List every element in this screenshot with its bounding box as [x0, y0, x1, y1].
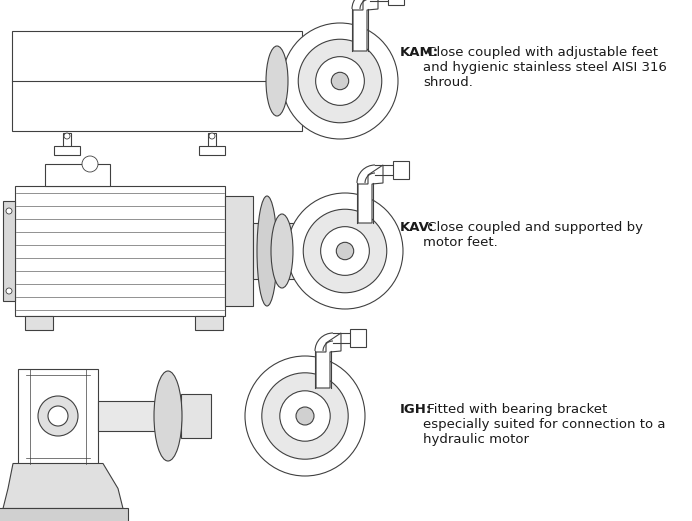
Bar — [199, 146, 225, 155]
Ellipse shape — [266, 46, 288, 116]
Bar — [393, 161, 409, 179]
Polygon shape — [316, 333, 341, 388]
Ellipse shape — [257, 196, 277, 306]
Circle shape — [48, 406, 68, 426]
Bar — [54, 146, 80, 155]
Circle shape — [280, 391, 330, 441]
Polygon shape — [358, 165, 383, 223]
Circle shape — [245, 356, 365, 476]
Circle shape — [282, 23, 398, 139]
Bar — [98, 401, 173, 431]
Bar — [45, 164, 110, 186]
Polygon shape — [3, 464, 123, 508]
Circle shape — [298, 39, 382, 123]
Bar — [18, 368, 98, 464]
Text: KAM:: KAM: — [400, 46, 439, 59]
Circle shape — [320, 227, 370, 276]
Circle shape — [38, 396, 78, 436]
Circle shape — [64, 133, 70, 139]
Circle shape — [303, 209, 387, 293]
Circle shape — [262, 373, 348, 459]
Circle shape — [331, 72, 349, 90]
Circle shape — [82, 156, 98, 172]
Ellipse shape — [154, 371, 182, 461]
Bar — [208, 133, 216, 147]
Ellipse shape — [271, 214, 293, 288]
Bar — [225, 196, 253, 306]
Bar — [3, 201, 15, 301]
Circle shape — [287, 193, 403, 309]
Bar — [0, 507, 128, 521]
Circle shape — [336, 242, 354, 259]
Circle shape — [209, 133, 215, 139]
Bar — [388, 0, 404, 5]
Text: Close coupled with adjustable feet
and hygienic stainless steel AISI 316
shroud.: Close coupled with adjustable feet and h… — [423, 46, 666, 89]
Text: Fitted with bearing bracket
especially suited for connection to a
hydraulic moto: Fitted with bearing bracket especially s… — [423, 403, 665, 446]
Bar — [63, 133, 71, 147]
Bar — [302, 61, 332, 101]
Bar — [253, 223, 308, 279]
Text: Close coupled and supported by
motor feet.: Close coupled and supported by motor fee… — [423, 221, 643, 249]
Bar — [350, 329, 366, 347]
Text: KAV:: KAV: — [400, 221, 435, 234]
Circle shape — [6, 288, 12, 294]
Bar — [181, 394, 211, 438]
Bar — [12, 31, 302, 131]
Bar — [15, 186, 225, 316]
Polygon shape — [353, 0, 378, 51]
Bar — [25, 316, 53, 330]
Circle shape — [296, 407, 314, 425]
Bar — [195, 316, 223, 330]
Circle shape — [316, 57, 365, 105]
Text: IGH:: IGH: — [400, 403, 432, 416]
Circle shape — [6, 208, 12, 214]
